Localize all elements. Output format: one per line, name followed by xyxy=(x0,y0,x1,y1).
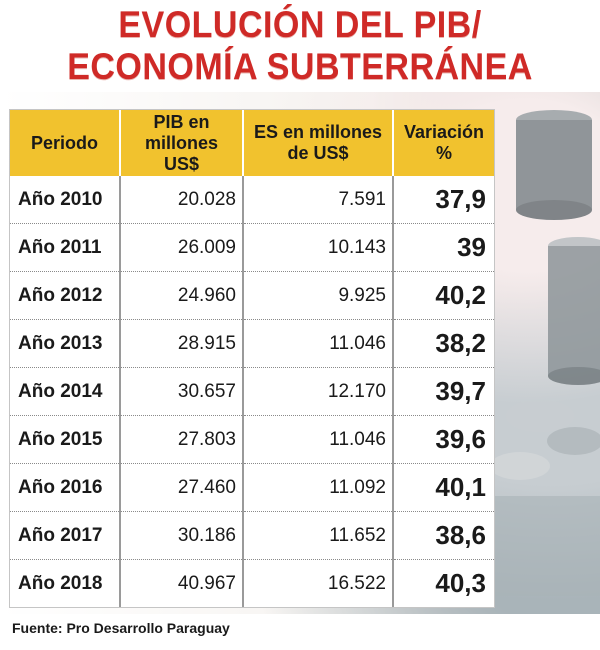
variation-cell: 38,6 xyxy=(393,511,494,560)
source-note: Fuente: Pro Desarrollo Paraguay xyxy=(12,620,230,636)
period-cell: Año 2017 xyxy=(10,511,121,560)
period-cell: Año 2014 xyxy=(10,367,121,416)
table-row: Año 2015 27.803 11.046 39,6 xyxy=(10,415,494,464)
title-line-2: ECONOMÍA SUBTERRÁNEA xyxy=(67,46,533,87)
variation-cell: 39 xyxy=(393,223,494,272)
pib-cell: 27.460 xyxy=(120,463,244,512)
period-cell: Año 2015 xyxy=(10,415,121,464)
variation-cell: 40,2 xyxy=(393,271,494,320)
period-cell: Año 2016 xyxy=(10,463,121,512)
header-row: Periodo PIB en millones US$ ES en millon… xyxy=(10,110,494,176)
variation-cell: 40,1 xyxy=(393,463,494,512)
pib-cell: 27.803 xyxy=(120,415,244,464)
table-row: Año 2016 27.460 11.092 40,1 xyxy=(10,463,494,512)
period-cell: Año 2010 xyxy=(10,176,121,224)
es-cell: 10.143 xyxy=(243,223,394,272)
es-cell: 11.092 xyxy=(243,463,394,512)
header-periodo: Periodo xyxy=(10,110,121,176)
coin-stacks-illustration xyxy=(490,110,600,596)
variation-cell: 39,6 xyxy=(393,415,494,464)
table-row: Año 2011 26.009 10.143 39 xyxy=(10,223,494,272)
es-cell: 9.925 xyxy=(243,271,394,320)
table-row: Año 2012 24.960 9.925 40,2 xyxy=(10,271,494,320)
period-cell: Año 2011 xyxy=(10,223,121,272)
pib-cell: 30.186 xyxy=(120,511,244,560)
table-row: Año 2010 20.028 7.591 37,9 xyxy=(10,176,494,224)
period-cell: Año 2018 xyxy=(10,559,121,607)
es-cell: 11.652 xyxy=(243,511,394,560)
es-cell: 12.170 xyxy=(243,367,394,416)
es-cell: 11.046 xyxy=(243,415,394,464)
pib-cell: 24.960 xyxy=(120,271,244,320)
pib-cell: 26.009 xyxy=(120,223,244,272)
variation-cell: 38,2 xyxy=(393,319,494,368)
gdp-table: Periodo PIB en millones US$ ES en millon… xyxy=(10,110,494,607)
header-variacion: Variación % xyxy=(393,110,494,176)
pib-cell: 28.915 xyxy=(120,319,244,368)
table-row: Año 2017 30.186 11.652 38,6 xyxy=(10,511,494,560)
header-pib: PIB en millones US$ xyxy=(120,110,244,176)
variation-cell: 37,9 xyxy=(393,176,494,224)
period-cell: Año 2013 xyxy=(10,319,121,368)
es-cell: 11.046 xyxy=(243,319,394,368)
table-row: Año 2013 28.915 11.046 38,2 xyxy=(10,319,494,368)
infographic-title: EVOLUCIÓN DEL PIB/ ECONOMÍA SUBTERRÁNEA xyxy=(0,0,600,92)
pib-cell: 20.028 xyxy=(120,176,244,224)
period-cell: Año 2012 xyxy=(10,271,121,320)
pib-cell: 40.967 xyxy=(120,559,244,607)
header-es: ES en millones de US$ xyxy=(243,110,394,176)
variation-cell: 40,3 xyxy=(435,568,486,598)
variation-cell: 39,7 xyxy=(393,367,494,416)
table-row: Año 2018 40.967 16.522 40,3 xyxy=(10,559,494,607)
table-row: Año 2014 30.657 12.170 39,7 xyxy=(10,367,494,416)
es-cell: 7.591 xyxy=(243,176,394,224)
es-cell: 16.522 xyxy=(243,559,394,607)
title-line-1: EVOLUCIÓN DEL PIB/ xyxy=(118,4,482,45)
pib-cell: 30.657 xyxy=(120,367,244,416)
